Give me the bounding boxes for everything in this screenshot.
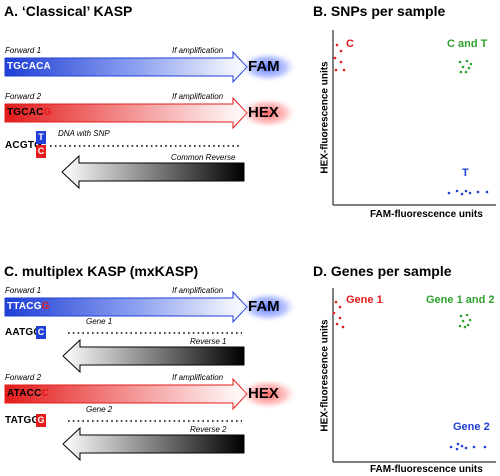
- panel-c-title: C. multiplex KASP (mxKASP): [4, 263, 199, 279]
- forward2-sequence-last: G: [43, 107, 52, 118]
- cluster-g12-points: [458, 313, 472, 329]
- amplification-label-1: If amplification: [172, 46, 224, 55]
- forward2-arrow: [4, 96, 248, 130]
- gene1-label: Gene 1: [86, 317, 113, 326]
- reverse1-label: Reverse 1: [190, 337, 227, 346]
- reverse2-arrow: [62, 426, 245, 462]
- c-amplification-label-1: If amplification: [172, 286, 224, 295]
- dna-with-snp-label: DNA with SNP: [58, 129, 110, 138]
- dna-sequence: ACGTG: [5, 140, 43, 151]
- c-forward2-label: Forward 2: [5, 373, 42, 382]
- c-hex-glow: [238, 378, 298, 410]
- cluster-c-points: [333, 43, 346, 72]
- cluster-g1-label: Gene 1: [346, 294, 383, 306]
- c-amplification-label-2: If amplification: [172, 373, 224, 382]
- gene2-label: Gene 2: [86, 405, 113, 414]
- reverse1-arrow: [62, 338, 245, 374]
- gene1-snp: C: [36, 326, 46, 339]
- forward1-sequence: TGCACA: [7, 61, 51, 72]
- c-forward1-sequence-last: G: [41, 301, 50, 312]
- panel-d-x-axis-label: FAM-fluorescence units: [370, 464, 483, 475]
- gene2-sequence: TATGG: [5, 415, 40, 426]
- cluster-g12-label: Gene 1 and 2: [426, 294, 495, 306]
- c-forward1-arrow: [4, 290, 248, 324]
- cluster-g2-label: Gene 2: [453, 421, 490, 433]
- cluster-g1-points: [332, 300, 345, 329]
- forward2-sequence-main: TGCAC: [7, 107, 44, 118]
- cluster-c-label: C: [346, 38, 354, 50]
- c-forward2-arrow: [4, 377, 248, 411]
- forward1-label: Forward 1: [5, 46, 42, 55]
- gene1-sequence: AATGC: [5, 327, 41, 338]
- amplification-label-2: If amplification: [172, 92, 224, 101]
- forward2-label: Forward 2: [5, 92, 42, 101]
- c-hex-label: HEX: [248, 385, 279, 402]
- forward2-sequence: TGCACG: [7, 107, 52, 118]
- cluster-t-label: T: [462, 167, 469, 179]
- hex-glow: [238, 97, 298, 129]
- c-forward1-label: Forward 1: [5, 286, 42, 295]
- fam-label: FAM: [248, 58, 280, 75]
- common-reverse-label: Common Reverse: [171, 153, 236, 162]
- reverse2-label: Reverse 2: [190, 425, 227, 434]
- reverse-arrow: [61, 154, 245, 190]
- panel-a-title: A. ‘Classical’ KASP: [4, 3, 133, 19]
- panel-d-title: D. Genes per sample: [313, 263, 452, 279]
- cluster-ct-points: [458, 59, 473, 74]
- cluster-ct-label: C and T: [447, 38, 488, 50]
- dna-snp-top: T: [36, 131, 46, 144]
- dna-snp-bottom: C: [36, 145, 46, 158]
- c-forward1-sequence: TTACGG: [7, 301, 50, 312]
- panel-b-y-axis-label: HEX-fluorescence units: [319, 61, 331, 174]
- c-forward2-sequence-last: C: [41, 388, 49, 399]
- panel-b-title: B. SNPs per sample: [313, 3, 446, 19]
- cluster-t-points: [447, 189, 489, 196]
- c-forward2-sequence-main: ATACC: [7, 388, 42, 399]
- hex-label: HEX: [248, 104, 279, 121]
- cluster-g2-points: [449, 442, 487, 451]
- panel-b-x-axis-label: FAM-fluorescence units: [370, 209, 483, 220]
- forward1-arrow: [4, 50, 248, 84]
- gene2-snp: G: [36, 414, 46, 427]
- c-forward1-sequence-main: TTACG: [7, 301, 42, 312]
- panel-d-y-axis-label: HEX-fluorescence units: [319, 319, 331, 432]
- c-fam-label: FAM: [248, 298, 280, 315]
- c-fam-glow: [238, 291, 298, 323]
- c-forward2-sequence: ATACCC: [7, 388, 49, 399]
- fam-glow: [238, 51, 298, 83]
